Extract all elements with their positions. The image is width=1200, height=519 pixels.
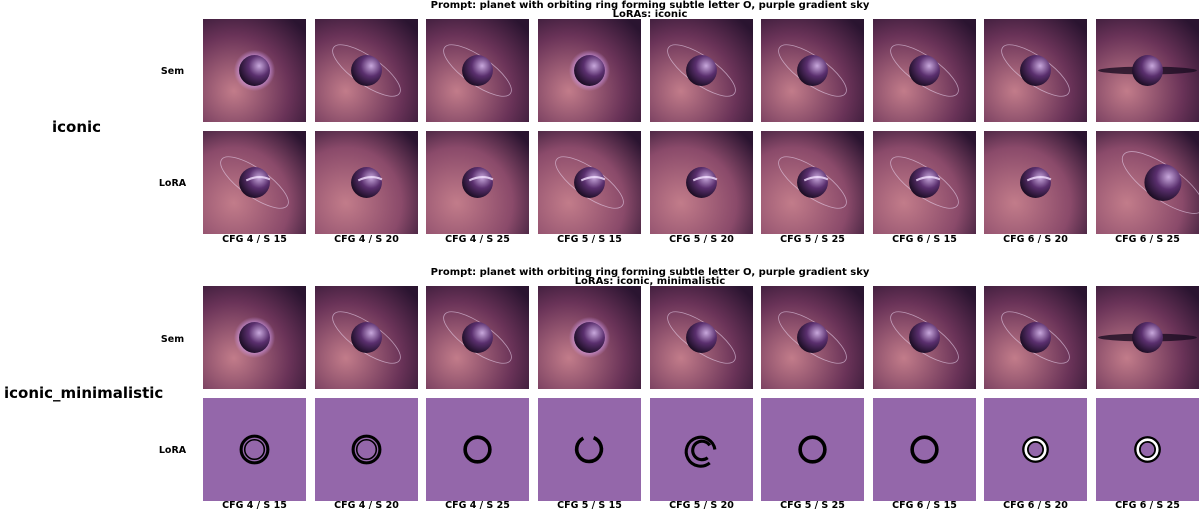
group-title: Prompt: planet with orbiting ring formin… [200, 0, 1100, 20]
grid-image [650, 19, 753, 122]
grid-image [873, 19, 976, 122]
column-label: CFG 5 / S 15 [557, 234, 622, 245]
loras-text: LoRAs: iconic [612, 9, 688, 20]
grid-image [203, 131, 306, 234]
grid-image [538, 398, 641, 501]
grid-image [984, 286, 1087, 389]
grid-image [315, 131, 418, 234]
grid-image [315, 286, 418, 389]
grid-image [1096, 286, 1199, 389]
grid-image [761, 286, 864, 389]
column-label: CFG 4 / S 15 [222, 500, 287, 511]
grid-image [873, 398, 976, 501]
row-label: LoRA [158, 445, 187, 456]
grid-image [984, 19, 1087, 122]
grid-image [426, 131, 529, 234]
grid-image [315, 19, 418, 122]
column-label: CFG 6 / S 20 [1003, 500, 1068, 511]
grid-image [873, 131, 976, 234]
grid-image [538, 19, 641, 122]
grid-image [1096, 131, 1199, 234]
column-label: CFG 6 / S 15 [892, 500, 957, 511]
column-label: CFG 4 / S 15 [222, 234, 287, 245]
grid-image [1096, 398, 1199, 501]
loras-text: LoRAs: iconic, minimalistic [574, 276, 726, 287]
grid-image [984, 131, 1087, 234]
prompt-text: Prompt: planet with orbiting ring formin… [430, 267, 870, 278]
group-iconic: Prompt: planet with orbiting ring formin… [0, 0, 1200, 259]
column-label: CFG 5 / S 15 [557, 500, 622, 511]
grid-image [203, 19, 306, 122]
grid-image [761, 398, 864, 501]
grid-image [1096, 19, 1199, 122]
column-label: CFG 4 / S 20 [334, 500, 399, 511]
grid-image [650, 286, 753, 389]
column-label: CFG 5 / S 25 [780, 234, 845, 245]
column-label: CFG 4 / S 25 [445, 500, 510, 511]
group-label: iconic [52, 118, 102, 136]
grid-image [203, 286, 306, 389]
column-label: CFG 5 / S 20 [669, 234, 734, 245]
grid-image [426, 286, 529, 389]
row-label: LoRA [158, 178, 187, 189]
grid-image [873, 286, 976, 389]
grid-image [426, 19, 529, 122]
grid-image [426, 398, 529, 501]
column-label: CFG 5 / S 20 [669, 500, 734, 511]
group-label: iconic_minimalistic [4, 384, 164, 402]
row-label: Sem [160, 334, 185, 345]
column-label: CFG 6 / S 25 [1115, 500, 1180, 511]
grid-image [984, 398, 1087, 501]
column-label: CFG 4 / S 25 [445, 234, 510, 245]
grid-image [538, 131, 641, 234]
column-label: CFG 6 / S 20 [1003, 234, 1068, 245]
grid-image [650, 131, 753, 234]
column-label: CFG 6 / S 15 [892, 234, 957, 245]
grid-image [761, 19, 864, 122]
row-label: Sem [160, 66, 185, 77]
prompt-text: Prompt: planet with orbiting ring formin… [430, 0, 870, 11]
grid-image [761, 131, 864, 234]
group-title: Prompt: planet with orbiting ring formin… [200, 267, 1100, 287]
column-label: CFG 5 / S 25 [780, 500, 845, 511]
grid-image [315, 398, 418, 501]
grid-image [538, 286, 641, 389]
column-label: CFG 4 / S 20 [334, 234, 399, 245]
grid-image [203, 398, 306, 501]
grid-image [650, 398, 753, 501]
column-label: CFG 6 / S 25 [1115, 234, 1180, 245]
